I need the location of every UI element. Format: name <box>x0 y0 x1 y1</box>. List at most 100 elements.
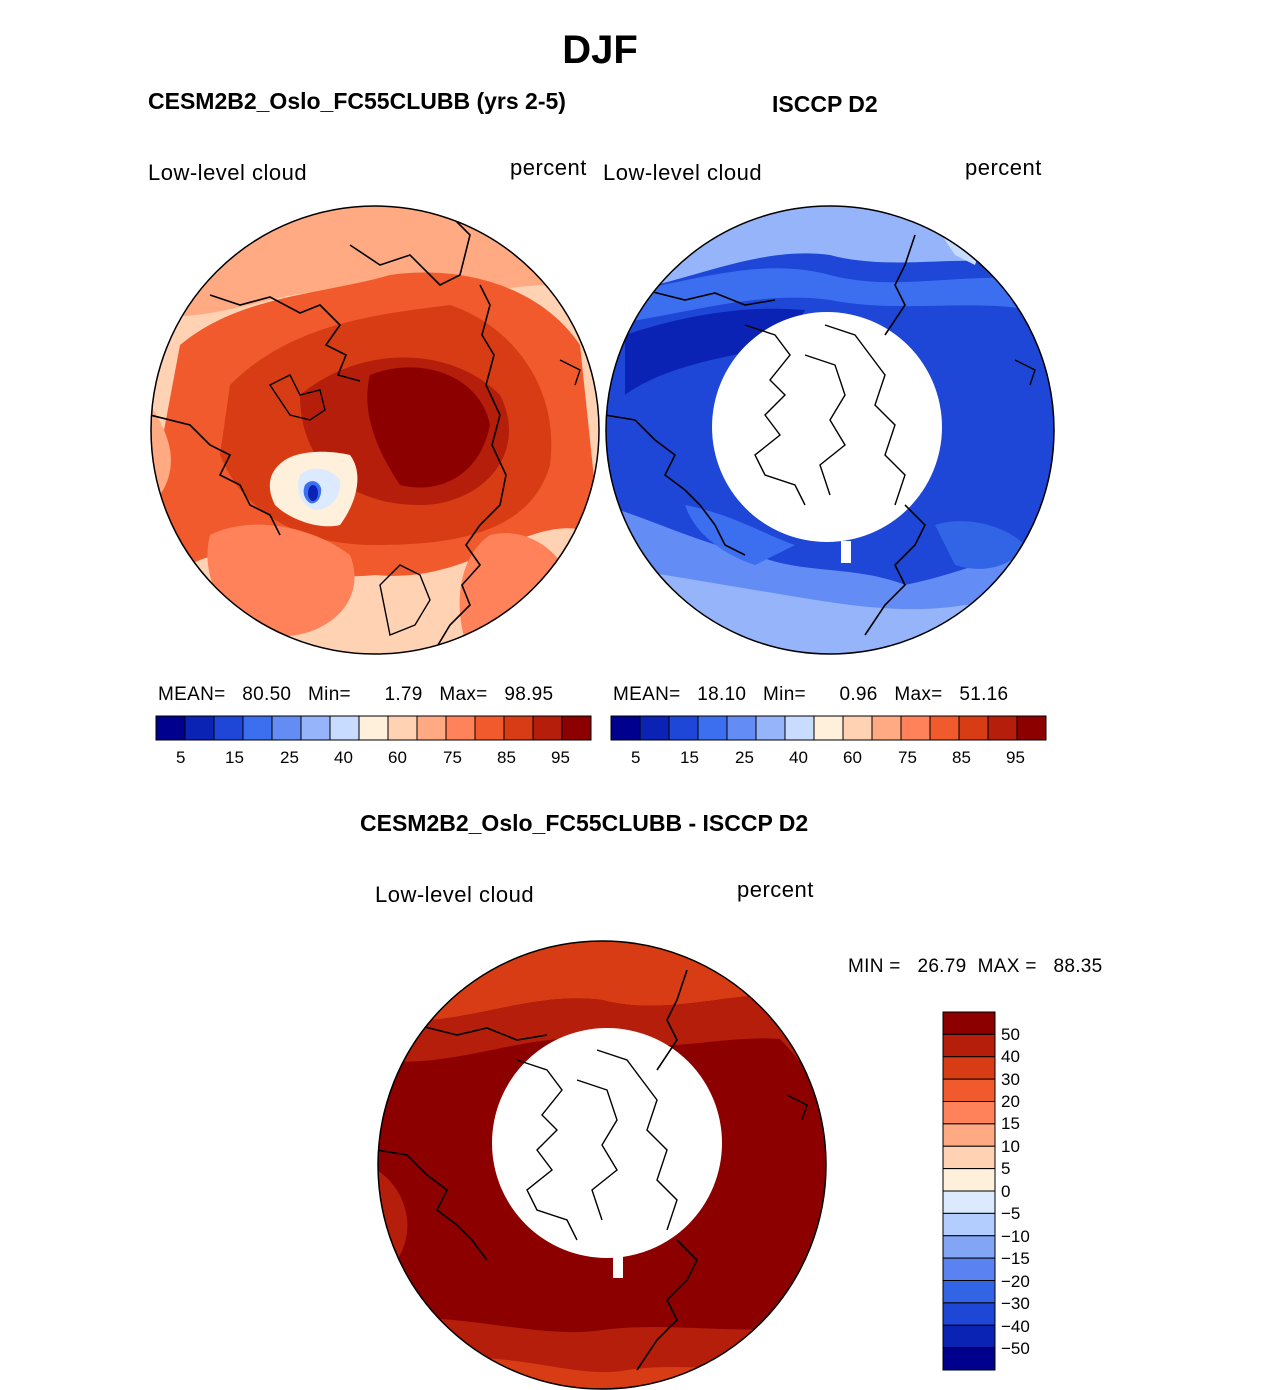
min-label: Min= <box>763 684 806 705</box>
mean-value: 18.10 <box>697 684 747 705</box>
colorbar-swatch <box>942 1123 996 1147</box>
colorbar-tick: 0 <box>1001 1182 1011 1201</box>
colorbar-swatch <box>726 715 757 741</box>
colorbar-swatch <box>942 1257 996 1282</box>
colorbar-swatch <box>942 1212 996 1237</box>
colorbar-swatch <box>445 715 476 741</box>
colorbar-swatch <box>784 715 815 741</box>
colorbar-swatch <box>697 715 728 741</box>
mean-label: MEAN= <box>158 684 226 705</box>
colorbar-tick: 10 <box>1001 1137 1020 1156</box>
colorbar-tick: 5 <box>631 748 641 767</box>
units-label-diff: percent <box>737 877 814 902</box>
colorbar-swatch <box>813 715 844 741</box>
colorbar-swatch <box>242 715 273 741</box>
units-label-obs: percent <box>965 155 1042 180</box>
colorbar-tick: 5 <box>176 748 186 767</box>
panel-title-diff: CESM2B2_Oslo_FC55CLUBB - ISCCP D2 <box>360 810 809 836</box>
polar-map-diff <box>377 940 827 1390</box>
colorbar-tick: −10 <box>1001 1227 1030 1246</box>
variable-label-obs: Low-level cloud <box>603 160 763 185</box>
colorbar-swatch <box>416 715 447 741</box>
colorbar-swatch <box>942 1190 996 1214</box>
colorbar-swatch <box>942 1011 996 1035</box>
colorbar-model <box>155 715 592 741</box>
colorbar-swatch <box>929 715 960 741</box>
min-value: 1.79 <box>384 684 423 705</box>
max-label: Max= <box>894 684 943 705</box>
colorbar-tick: 40 <box>789 748 808 767</box>
colorbar-swatch <box>942 1347 996 1371</box>
colorbar-swatch <box>942 1033 996 1058</box>
polar-map-model <box>150 205 600 655</box>
colorbar-tick: 60 <box>843 748 862 767</box>
stats-diff: MIN = 26.79 MAX = 88.35 <box>848 956 1103 978</box>
min-value: 26.79 <box>917 956 967 977</box>
colorbar-tick: 60 <box>388 748 407 767</box>
max-value: 98.95 <box>504 684 554 705</box>
colorbar-swatch <box>184 715 215 741</box>
max-value: 88.35 <box>1053 956 1103 977</box>
colorbar-tick: −50 <box>1001 1339 1030 1358</box>
colorbar-swatch <box>871 715 902 741</box>
mean-value: 80.50 <box>242 684 292 705</box>
colorbar-swatch <box>532 715 563 741</box>
colorbar-swatch <box>639 715 670 741</box>
colorbar-swatch <box>942 1324 996 1349</box>
colorbar-tick: −30 <box>1001 1294 1030 1313</box>
colorbar-tick: −20 <box>1001 1272 1030 1291</box>
colorbar-swatch <box>842 715 873 741</box>
colorbar-tick: 15 <box>680 748 699 767</box>
colorbar-obs <box>610 715 1047 741</box>
panel-title-model: CESM2B2_Oslo_FC55CLUBB (yrs 2-5) <box>148 88 566 114</box>
colorbar-swatch <box>942 1078 996 1103</box>
colorbar-swatch <box>358 715 389 741</box>
colorbar-tick: 25 <box>735 748 754 767</box>
colorbar-swatch <box>942 1235 996 1259</box>
colorbar-tick: 95 <box>551 748 570 767</box>
colorbar-swatch <box>474 715 505 741</box>
colorbar-tick: 25 <box>280 748 299 767</box>
colorbar-tick: 95 <box>1006 748 1025 767</box>
colorbar-tick: 15 <box>1001 1114 1020 1133</box>
colorbar-swatch <box>958 715 989 741</box>
colorbar-swatch <box>271 715 302 741</box>
variable-label-model: Low-level cloud <box>148 160 308 185</box>
colorbar-tick: 20 <box>1001 1092 1020 1111</box>
colorbar-swatch <box>942 1168 996 1192</box>
colorbar-tick: 15 <box>225 748 244 767</box>
colorbar-swatch <box>942 1056 996 1080</box>
colorbar-swatch <box>942 1101 996 1125</box>
colorbar-swatch <box>503 715 534 741</box>
colorbar-swatch <box>300 715 331 741</box>
panel-title-obs: ISCCP D2 <box>772 91 878 117</box>
colorbar-swatch <box>942 1302 996 1326</box>
colorbar-swatch <box>755 715 786 741</box>
max-value: 51.16 <box>959 684 1009 705</box>
stats-obs: MEAN= 18.10 Min= 0.96 Max= 51.16 <box>613 684 1008 706</box>
colorbar-tick: 5 <box>1001 1159 1011 1178</box>
variable-label-diff: Low-level cloud <box>375 882 535 907</box>
colorbar-tick: 85 <box>952 748 971 767</box>
colorbar-swatch <box>1016 715 1047 741</box>
colorbar-tick: 50 <box>1001 1025 1020 1044</box>
colorbar-tick: −5 <box>1001 1204 1021 1223</box>
colorbar-swatch <box>610 715 641 741</box>
colorbar-swatch <box>329 715 360 741</box>
figure-title: DJF <box>562 28 638 72</box>
colorbar-tick: 75 <box>898 748 917 767</box>
colorbar-swatch <box>213 715 244 741</box>
colorbar-swatch <box>942 1280 996 1304</box>
colorbar-tick: 40 <box>1001 1047 1020 1066</box>
colorbar-tick: 40 <box>334 748 353 767</box>
min-value: 0.96 <box>839 684 878 705</box>
colorbar-swatch <box>987 715 1018 741</box>
colorbar-swatch <box>155 715 186 741</box>
colorbar-tick: −40 <box>1001 1317 1030 1336</box>
stats-model: MEAN= 80.50 Min= 1.79 Max= 98.95 <box>158 684 553 706</box>
colorbar-swatch <box>942 1145 996 1170</box>
colorbar-swatch <box>387 715 418 741</box>
colorbar-tick: 85 <box>497 748 516 767</box>
max-label: Max= <box>439 684 488 705</box>
polar-map-obs <box>605 205 1055 655</box>
